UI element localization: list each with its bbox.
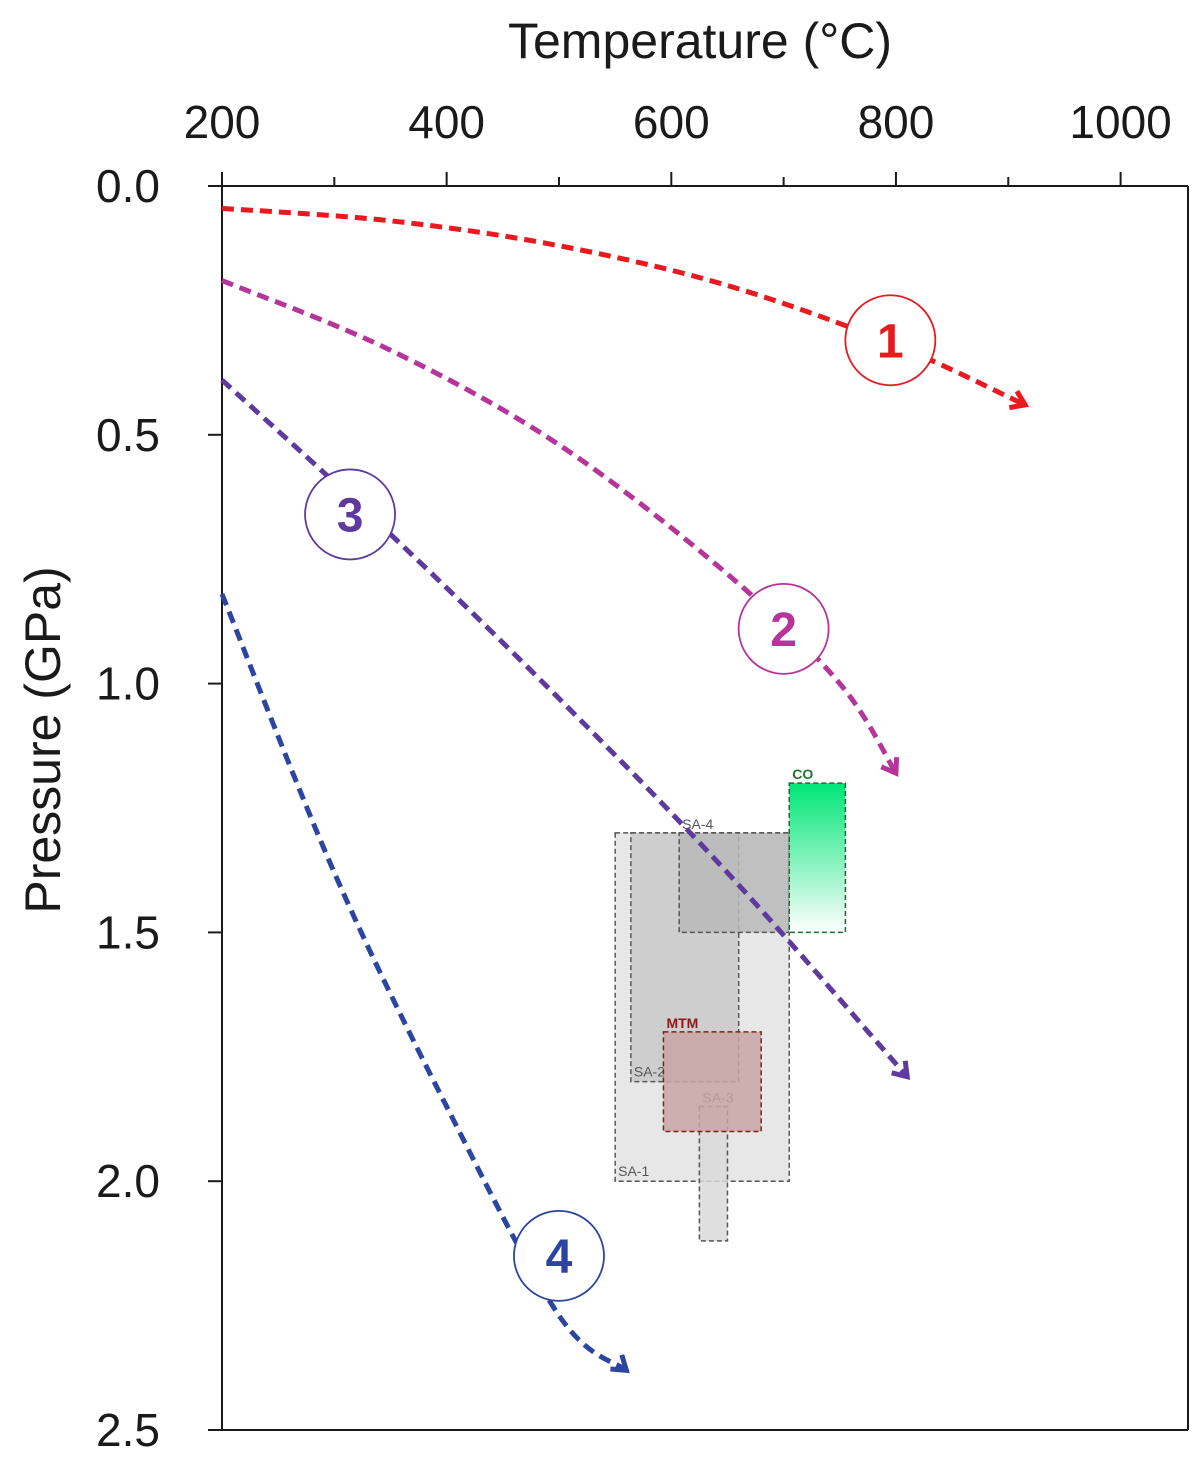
path-label-2: 2 bbox=[770, 604, 797, 657]
path-label-1: 1 bbox=[877, 315, 904, 368]
region-label-sa-4: SA-4 bbox=[682, 816, 713, 832]
region-sa-4 bbox=[678, 832, 790, 934]
x-tick-label: 200 bbox=[184, 96, 261, 148]
pt-path-arrowhead-3 bbox=[891, 1060, 911, 1081]
y-tick-label: 0.5 bbox=[96, 409, 160, 461]
x-axis-title: Temperature (°C) bbox=[508, 13, 892, 69]
pt-path-arrowhead-1 bbox=[1008, 389, 1030, 411]
path-label-circle-1 bbox=[844, 294, 937, 387]
region-label-co: CO bbox=[792, 766, 813, 782]
x-tick-label: 400 bbox=[408, 96, 485, 148]
y-tick-label: 1.0 bbox=[96, 658, 160, 710]
path-label-circle-2 bbox=[737, 582, 830, 675]
axis-ticks: 200 400 600 800 1000 0.0 0.5 1.0 1.5 2.0 2.5 bbox=[96, 96, 1172, 1456]
y-tick-label: 0.0 bbox=[96, 160, 160, 212]
x-tick-label: 800 bbox=[858, 96, 935, 148]
x-tick-label: 600 bbox=[633, 96, 710, 148]
pt-regions: SA-1SA-2SA-4SA-3MTMCO bbox=[614, 766, 847, 1242]
pt-path-3 bbox=[220, 378, 910, 1079]
region-mtm bbox=[662, 1031, 762, 1133]
plot-frame bbox=[221, 185, 1189, 1431]
y-tick-label: 2.5 bbox=[96, 1404, 160, 1456]
path-label-circle-3 bbox=[304, 468, 396, 561]
path-labels: 1 2 3 4 bbox=[304, 294, 937, 1302]
pt-path-arrowhead-4 bbox=[610, 1354, 630, 1374]
y-axis-title: Pressure (GPa) bbox=[15, 566, 71, 913]
path-label-4: 4 bbox=[546, 1231, 573, 1284]
x-tick-label: 1000 bbox=[1069, 96, 1171, 148]
region-label-mtm: MTM bbox=[666, 1015, 698, 1031]
region-label-sa-1: SA-1 bbox=[618, 1163, 649, 1179]
region-label-sa-2: SA-2 bbox=[634, 1064, 665, 1080]
path-label-3: 3 bbox=[337, 489, 364, 542]
y-tick-label: 1.5 bbox=[96, 906, 160, 958]
y-tick-label: 2.0 bbox=[96, 1155, 160, 1207]
pt-path-2 bbox=[221, 278, 899, 775]
pt-path-arrowhead-2 bbox=[880, 757, 900, 777]
path-label-circle-4 bbox=[513, 1209, 605, 1302]
pt-path-4 bbox=[219, 593, 628, 1373]
region-co bbox=[788, 782, 847, 934]
